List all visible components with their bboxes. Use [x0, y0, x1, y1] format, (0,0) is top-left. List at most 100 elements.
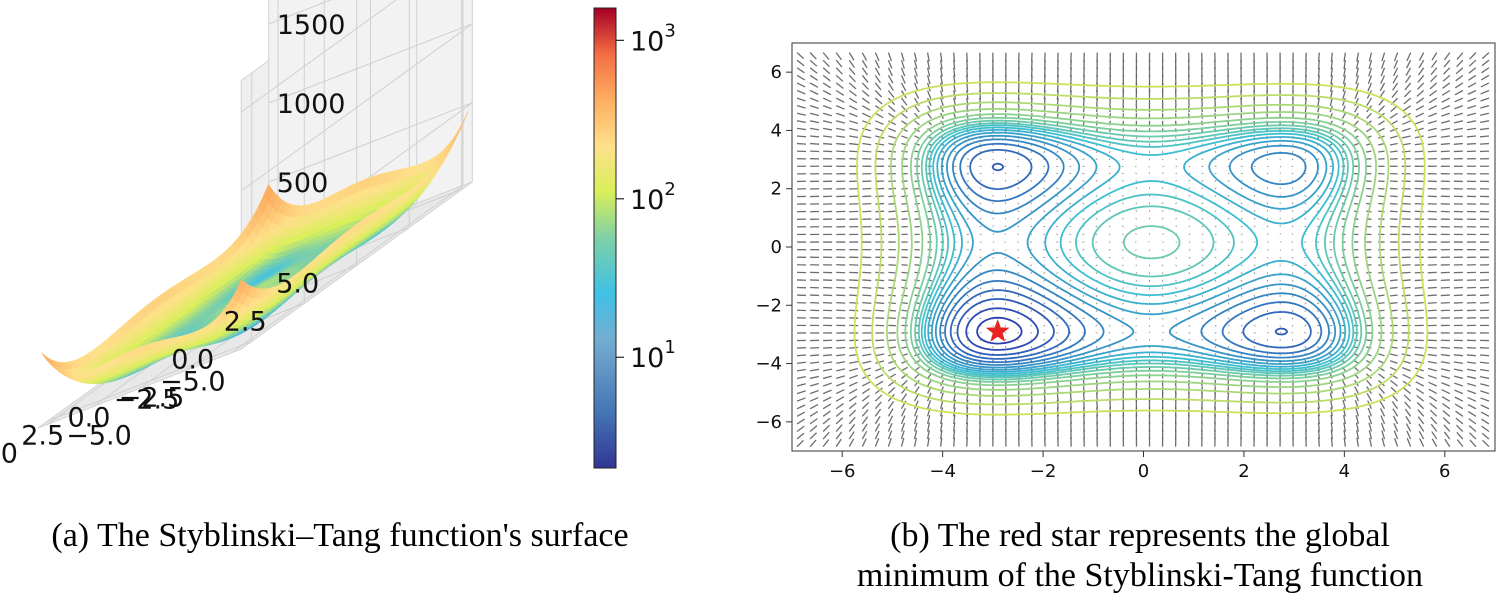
quiver-arrow: [1390, 195, 1398, 198]
quiver-arrow: [836, 120, 846, 124]
quiver-arrow: [862, 120, 871, 125]
quiver-arrow: [1030, 386, 1033, 394]
quiver-arrow: [979, 187, 982, 190]
quiver-arrow: [836, 368, 846, 372]
y-tick-label: 5.0: [276, 269, 319, 300]
quiver-arrow: [861, 430, 868, 440]
quiver-arrow: [836, 361, 846, 364]
quiver-arrow: [992, 158, 994, 161]
quiver-arrow: [939, 67, 943, 77]
quiver-arrow: [1378, 187, 1385, 190]
quiver-arrow: [979, 202, 982, 205]
quiver-arrow: [836, 142, 846, 146]
quiver-arrow: [875, 360, 885, 364]
quiver-arrow: [1378, 286, 1385, 289]
quiver-arrow: [992, 225, 994, 228]
quiver-arrow: [953, 422, 956, 432]
quiver-arrow: [809, 67, 818, 74]
quiver-arrow: [875, 195, 885, 198]
quiver-arrow: [1390, 202, 1398, 205]
x-axis-ticks: −6 −4 −2 0 2 4 6: [829, 451, 1451, 482]
quiver-arrow: [861, 52, 868, 61]
quiver-arrow: [1227, 392, 1230, 402]
quiver-arrow: [901, 210, 908, 213]
quiver-arrow: [966, 414, 969, 424]
quiver-arrow: [966, 287, 969, 290]
quiver-arrow: [1366, 339, 1372, 342]
quiver-arrow: [953, 150, 957, 153]
quiver-arrow: [888, 339, 896, 342]
quiver-arrow: [979, 217, 982, 220]
quiver-arrow: [887, 59, 893, 69]
quiver-arrow: [966, 264, 969, 266]
quiver-arrow: [913, 60, 918, 70]
quiver-arrow: [875, 380, 884, 387]
quiver-arrow: [848, 67, 856, 76]
quiver-arrow: [861, 416, 869, 425]
quiver-arrow: [1017, 249, 1020, 251]
quiver-arrow: [1466, 142, 1476, 145]
quiver-arrow: [927, 379, 932, 387]
quiver-arrow: [849, 135, 859, 139]
quiver-arrow: [796, 354, 807, 357]
caption-b-line2: minimum of the Styblinski-Tang function: [856, 557, 1424, 594]
quiver-arrow: [1479, 135, 1490, 138]
quiver-arrow: [940, 195, 945, 198]
quiver-arrow: [874, 105, 884, 112]
quiver-arrow: [979, 225, 982, 228]
quiver-arrow: [835, 396, 845, 402]
quiver-arrow: [874, 401, 882, 410]
quiver-arrow: [1330, 52, 1333, 62]
y-tick-label: −5.0: [66, 421, 132, 452]
quiver-arrow: [900, 415, 906, 425]
quiver-arrow: [887, 90, 895, 98]
quiver-arrow: [848, 82, 857, 90]
y-axis-ticks: 5.02.50.0−2.5−5.0: [66, 269, 319, 452]
quiver-arrow: [809, 120, 820, 124]
quiver-arrow: [1214, 386, 1217, 394]
quiver-arrow: [992, 325, 994, 327]
surface-plot: −5.0−2.50.02.55.0 5.02.50.0−2.5−5.0 1500…: [0, 0, 473, 470]
quiver-arrow: [926, 422, 931, 432]
quiver-arrow: [914, 373, 920, 379]
quiver-arrow: [796, 368, 807, 372]
quiver-arrow: [835, 112, 845, 117]
quiver-arrow: [835, 403, 844, 410]
quiver-arrow: [835, 424, 843, 432]
colorbar-tick-label: 103: [630, 20, 676, 57]
quiver-arrow: [875, 279, 885, 282]
quiver-arrow: [822, 396, 832, 402]
quiver-arrow: [979, 210, 982, 212]
quiver-arrow: [823, 354, 833, 357]
quiver-arrow: [861, 381, 871, 387]
colorbar: 103 102 101: [593, 7, 676, 469]
quiver-arrow: [875, 120, 884, 126]
quiver-arrow: [887, 386, 896, 395]
x-tick-label: −5.0: [160, 367, 226, 398]
caption-b-line1: (b) The red star represents the global: [890, 517, 1390, 554]
quiver-arrow: [796, 411, 806, 417]
quiver-arrow: [1366, 286, 1372, 290]
quiver-arrow: [1378, 195, 1385, 198]
quiver-arrow: [849, 374, 858, 380]
quiver-arrow: [940, 97, 944, 106]
quiver-arrow: [953, 210, 957, 213]
quiver-arrow: [848, 97, 858, 104]
quiver-arrow: [848, 416, 856, 425]
quiver-arrow: [953, 52, 956, 62]
quiver-arrow: [900, 422, 906, 432]
quiver-arrow: [939, 437, 943, 447]
quiver-arrow: [1304, 113, 1307, 119]
quiver-arrow: [861, 388, 871, 395]
quiver-arrow: [809, 105, 819, 110]
quiver-arrow: [914, 264, 920, 266]
quiver-arrow: [914, 120, 920, 126]
x-tick-label: 2.5: [21, 421, 64, 452]
y-tick-label: 6: [771, 62, 782, 83]
quiver-arrow: [1279, 331, 1281, 334]
quiver-arrow: [900, 393, 908, 402]
quiver-arrow: [822, 67, 831, 75]
z-tick-label: 1000: [277, 89, 346, 120]
quiver-arrow: [809, 82, 819, 88]
quiver-arrow: [848, 59, 856, 68]
